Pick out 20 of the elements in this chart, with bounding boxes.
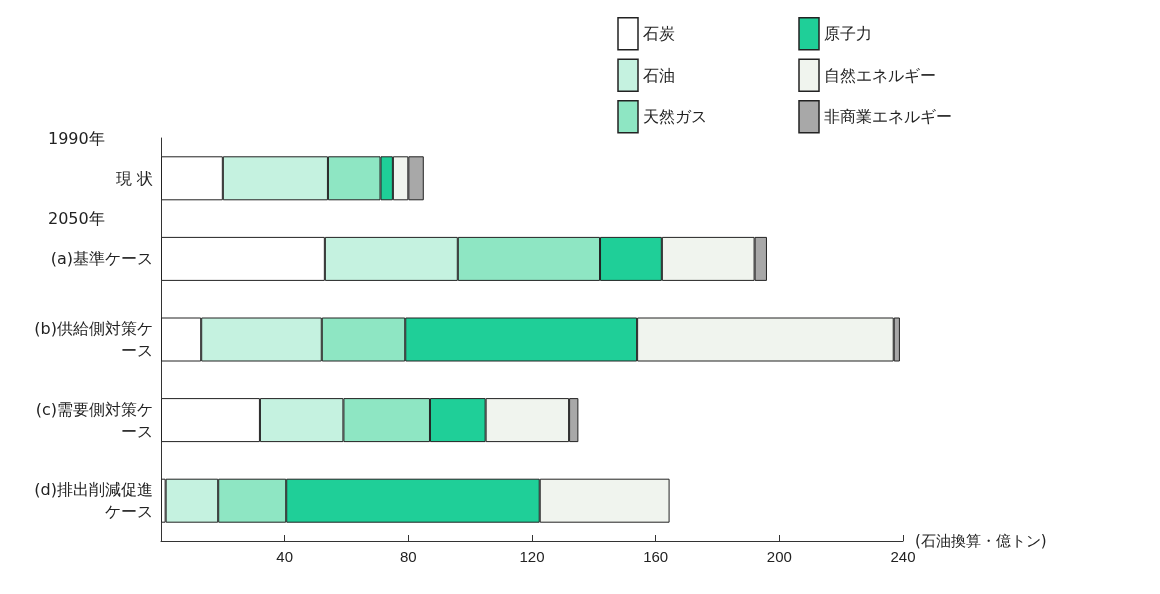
text: 1990年: [48, 128, 105, 148]
legend-label: 天然ガス: [643, 107, 707, 127]
x-tick-label: 120: [519, 548, 545, 565]
legend-label: 非商業エネルギー: [824, 107, 952, 127]
y-tick-label: (a)基準ケース: [50, 249, 153, 269]
y-tick-label: (d)排出削減促進ケース: [34, 480, 153, 522]
y-tick-label: 現 状: [115, 168, 153, 188]
legend-label: 石油: [643, 65, 675, 85]
legend-label: 自然エネルギー: [824, 65, 936, 85]
x-tick-label: 40: [276, 548, 294, 565]
legend-label: 原子力: [824, 24, 872, 44]
legend-label: 石炭: [643, 24, 675, 44]
x-tick-label: 160: [643, 548, 669, 565]
x-tick-label: 80: [399, 548, 417, 565]
y-tick-label: (c)需要側対策ケース: [35, 399, 153, 441]
x-tick-label: 240: [890, 548, 916, 565]
text: 2050年: [48, 209, 105, 229]
x-tick-label: 200: [766, 548, 792, 565]
x-axis-title: (石油換算・億トン): [915, 532, 1047, 550]
y-tick-label: (b)供給側対策ケース: [34, 319, 153, 360]
